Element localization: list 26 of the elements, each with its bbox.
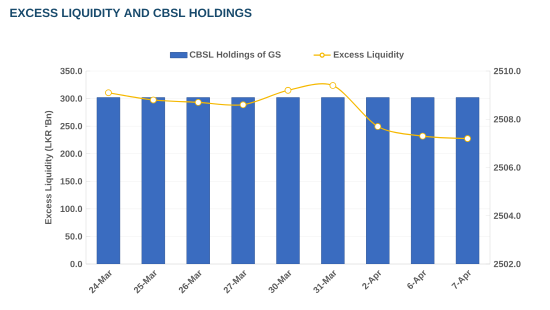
y-axis-title: Excess Liquidity (LKR 'Bn) <box>44 110 54 224</box>
point <box>194 98 202 106</box>
y2-tick-label: 2504.0 <box>494 212 521 219</box>
legend-label: CBSL Holdings of GS <box>190 51 281 60</box>
legend-label: Excess Liquidity <box>334 51 404 60</box>
point <box>105 89 112 96</box>
chart-title: EXCESS LIQUIDITY AND CBSL HOLDINGS <box>10 8 252 20</box>
point <box>150 96 157 104</box>
y-tick-label: 300.0 <box>60 95 82 102</box>
point <box>374 123 382 130</box>
y-tick-label: 200.0 <box>60 150 82 157</box>
point <box>419 132 426 140</box>
y2-tick-label: 2508.0 <box>494 116 521 122</box>
y-tick-label: 350.0 <box>60 68 82 74</box>
point <box>284 86 292 94</box>
y-tick-label: 250.0 <box>60 122 82 130</box>
y2-tick-label: 2506.0 <box>494 164 521 171</box>
y-tick-label: 0.0 <box>70 260 82 268</box>
y-tick-label: 50.0 <box>65 233 82 240</box>
y-tick-label: 150.0 <box>60 178 82 184</box>
y2-tick-label: 2510.0 <box>494 68 521 74</box>
y2-tick-label: 2502.0 <box>494 260 521 268</box>
point <box>464 135 471 142</box>
point <box>240 101 246 108</box>
y-tick-label: 100.0 <box>60 206 82 212</box>
point <box>330 82 336 89</box>
